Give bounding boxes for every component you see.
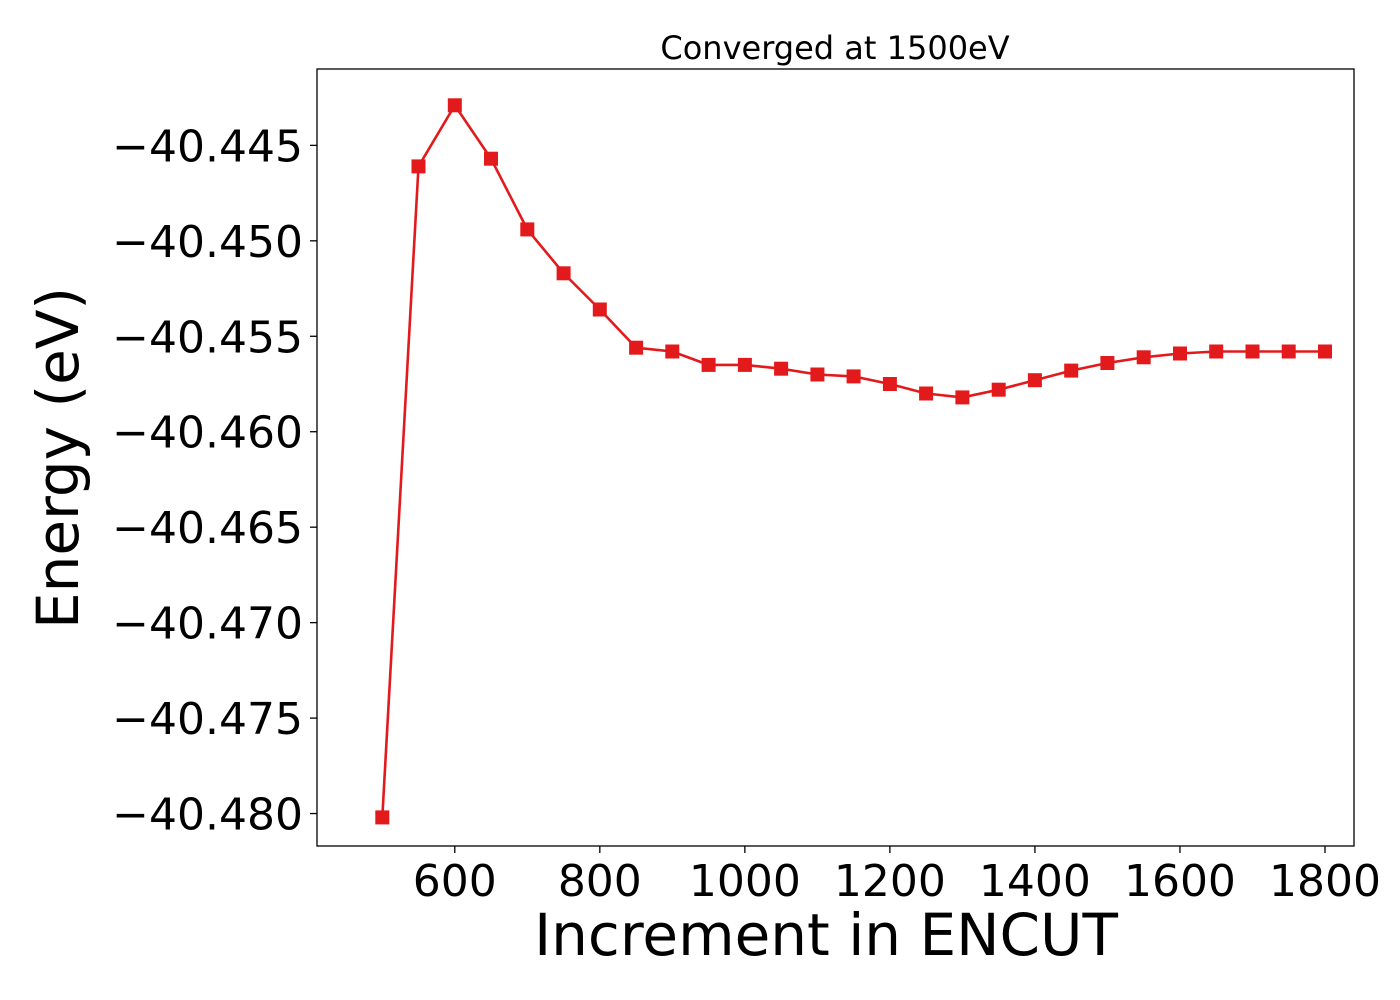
data-point-marker [955, 390, 970, 405]
data-point-marker [991, 382, 1006, 397]
x-tick-label: 1600 [1124, 856, 1236, 907]
x-tick-label: 1800 [1269, 856, 1381, 907]
data-point-marker [592, 302, 607, 317]
data-point-marker [1100, 356, 1115, 370]
data-point-marker [919, 386, 934, 401]
y-tick-label: −40.470 [112, 599, 303, 650]
y-tick-label: −40.465 [112, 503, 303, 554]
data-point-marker [1027, 373, 1042, 388]
data-point-marker [484, 151, 498, 166]
y-tick-label: −40.450 [112, 217, 303, 268]
plot-frame [316, 68, 1355, 847]
x-tick-label: 1400 [979, 856, 1091, 907]
data-point-marker [1209, 344, 1224, 359]
data-point-marker [774, 361, 789, 376]
data-point-marker [1136, 350, 1151, 365]
plot-area [375, 98, 1332, 825]
data-point-marker [846, 369, 861, 384]
x-tick-label: 800 [558, 856, 642, 907]
data-point-marker [1173, 346, 1187, 361]
data-point-marker [629, 340, 644, 355]
y-tick-label: −40.460 [112, 408, 303, 459]
y-tick-label: −40.445 [112, 121, 303, 172]
data-point-marker [447, 98, 462, 113]
x-tick-label: 1000 [689, 856, 801, 907]
y-tick-label: −40.455 [112, 312, 303, 363]
y-axis: −40.445 −40.450 −40.455 −40.460 −40.465 −40.4… [112, 121, 317, 841]
data-point-marker [1064, 363, 1079, 378]
data-point-marker [1281, 344, 1296, 359]
x-tick-label: 600 [413, 856, 497, 907]
y-axis-label: Energy (eV) [24, 287, 92, 629]
x-axis-label: Increment in ENCUT [534, 901, 1118, 969]
data-point-marker [556, 266, 571, 281]
chart-title: Converged at 1500eV [660, 29, 1009, 67]
data-point-marker [882, 377, 897, 391]
x-axis: 600 800 1000 1200 1400 1600 1800 [413, 846, 1381, 907]
data-point-marker [737, 357, 752, 372]
y-tick-label: −40.475 [112, 694, 303, 745]
data-point-marker [1245, 344, 1260, 359]
data-point-marker [520, 222, 535, 237]
data-point-marker [375, 810, 390, 825]
data-point-marker [411, 159, 426, 174]
data-point-marker [1318, 344, 1332, 359]
x-tick-label: 1200 [834, 856, 946, 907]
data-point-marker [665, 344, 680, 359]
data-point-marker [701, 357, 716, 372]
data-point-marker [810, 367, 825, 382]
y-tick-label: −40.480 [112, 790, 303, 841]
